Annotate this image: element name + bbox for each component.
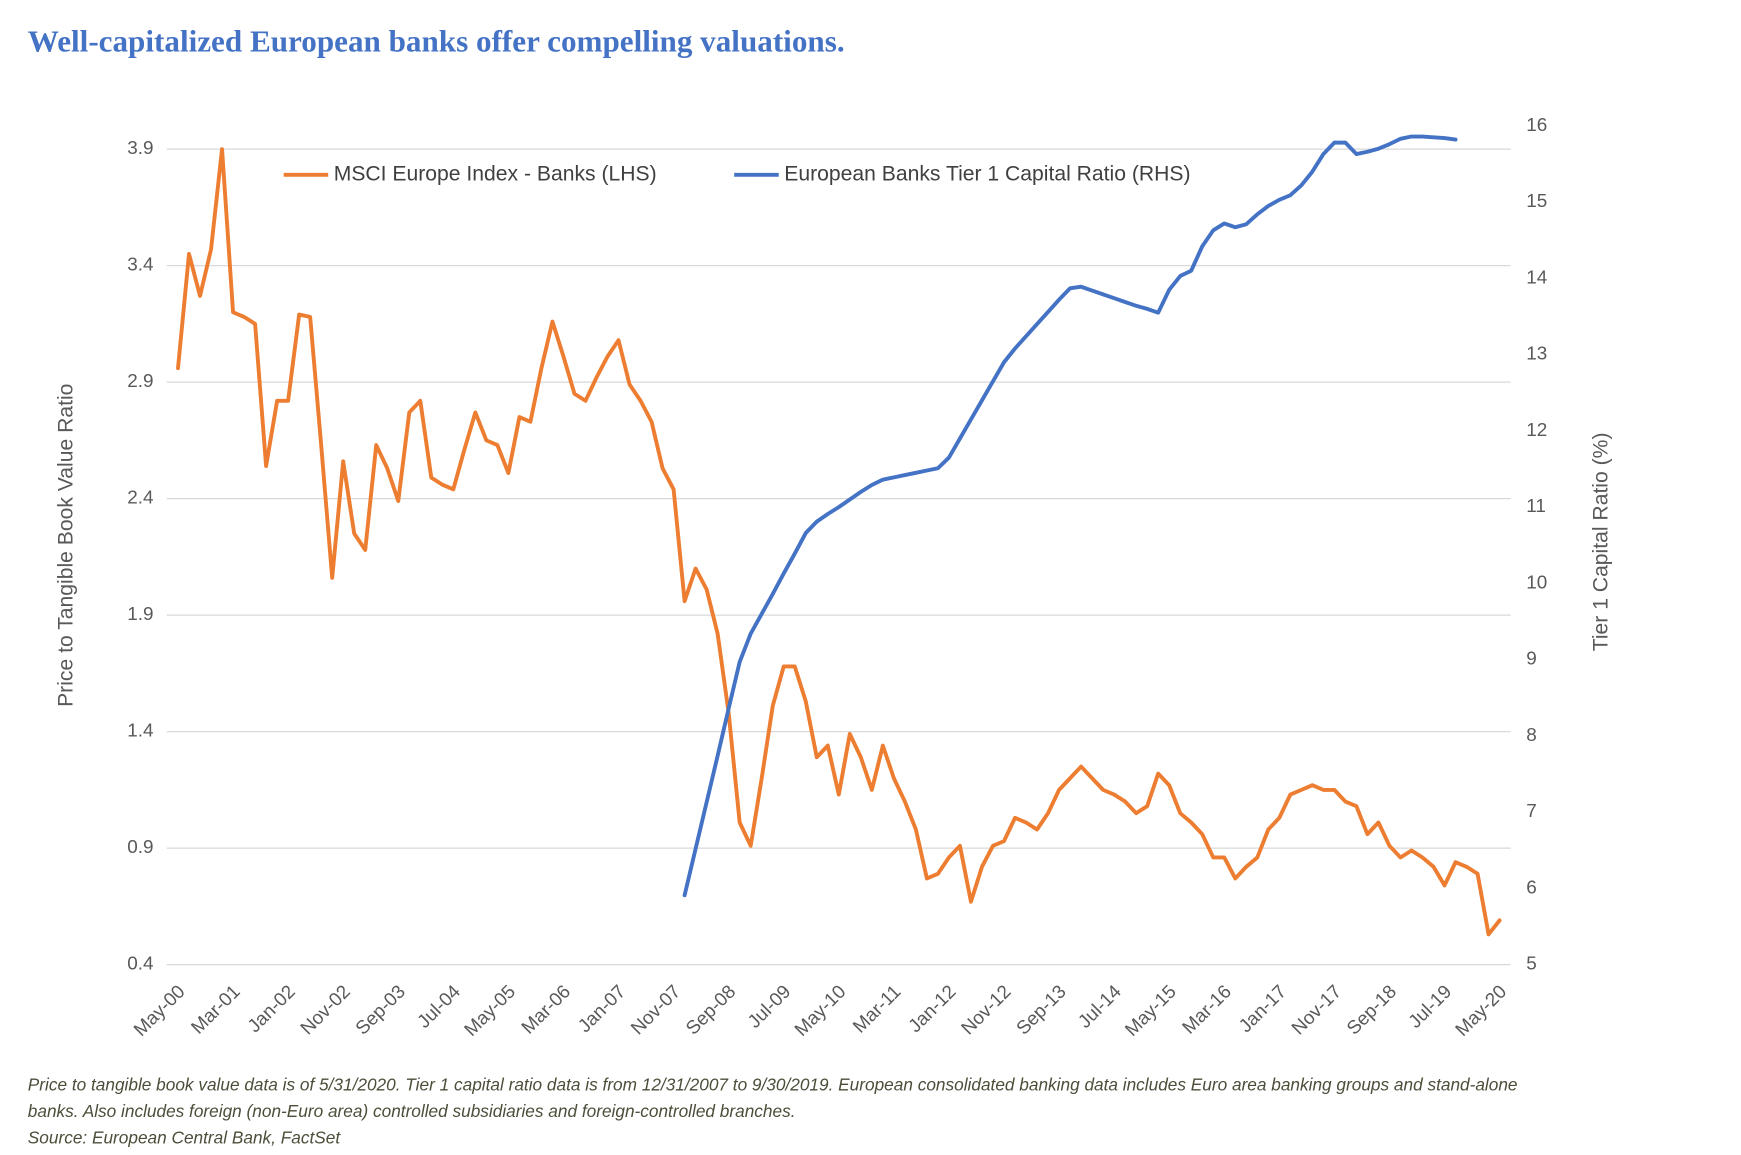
y-tick-label: 3.9 bbox=[127, 138, 153, 159]
x-tick-label: Mar-01 bbox=[187, 981, 244, 1038]
y2-tick-label: 9 bbox=[1526, 649, 1537, 670]
y-tick-label: 3.4 bbox=[127, 255, 153, 276]
y-tick-label: 1.4 bbox=[127, 721, 153, 742]
x-tick-label: Nov-17 bbox=[1288, 981, 1346, 1039]
data-line bbox=[176, 147, 1502, 937]
x-tick-label: Mar-16 bbox=[1179, 981, 1236, 1038]
y2-tick-label: 11 bbox=[1526, 496, 1546, 517]
y2-tick-label: 7 bbox=[1526, 801, 1537, 822]
x-tick-label: May-00 bbox=[130, 981, 189, 1040]
legend-label: MSCI Europe Index - Banks (LHS) bbox=[334, 162, 657, 185]
y2-tick-label: 13 bbox=[1526, 344, 1547, 365]
footnote: Price to tangible book value data is of … bbox=[28, 1074, 1518, 1094]
y-axis-title: Price to Tangible Book Value Ratio bbox=[54, 384, 77, 707]
y2-axis-title: Tier 1 Capital Ratio (%) bbox=[1590, 433, 1613, 652]
y-tick-label: 1.9 bbox=[127, 604, 153, 625]
x-tick-label: Jul-04 bbox=[414, 981, 465, 1032]
data-line bbox=[682, 134, 1458, 898]
x-tick-label: Jul-14 bbox=[1074, 981, 1125, 1032]
chart-title: Well-capitalized European banks offer co… bbox=[28, 23, 845, 58]
y2-tick-label: 12 bbox=[1526, 420, 1547, 441]
x-tick-label: Sep-08 bbox=[682, 981, 740, 1039]
x-tick-label: Nov-02 bbox=[297, 981, 355, 1039]
legend-label: European Banks Tier 1 Capital Ratio (RHS… bbox=[784, 162, 1190, 185]
footnote: Source: European Central Bank, FactSet bbox=[28, 1128, 342, 1148]
y-tick-label: 0.9 bbox=[127, 837, 153, 858]
x-tick-label: Jan-12 bbox=[905, 981, 961, 1037]
x-tick-label: Jul-09 bbox=[744, 981, 795, 1032]
y-tick-label: 2.4 bbox=[127, 488, 153, 509]
y2-tick-label: 16 bbox=[1526, 115, 1547, 136]
x-tick-label: Nov-12 bbox=[958, 981, 1016, 1039]
y2-tick-label: 6 bbox=[1526, 877, 1537, 898]
x-tick-label: Sep-18 bbox=[1343, 981, 1401, 1039]
x-tick-label: Jan-07 bbox=[574, 981, 630, 1037]
x-tick-label: May-20 bbox=[1452, 981, 1511, 1040]
y-tick-label: 2.9 bbox=[127, 371, 153, 392]
footnote: banks. Also includes foreign (non-Euro a… bbox=[28, 1101, 796, 1121]
x-tick-label: Mar-11 bbox=[849, 981, 905, 1037]
y2-tick-label: 10 bbox=[1526, 572, 1547, 593]
y-tick-label: 0.4 bbox=[127, 954, 153, 975]
x-tick-label: May-10 bbox=[791, 981, 850, 1040]
x-tick-label: May-15 bbox=[1121, 981, 1180, 1040]
y2-tick-label: 14 bbox=[1526, 267, 1547, 288]
x-tick-label: Mar-06 bbox=[518, 981, 575, 1038]
y2-tick-label: 5 bbox=[1526, 954, 1537, 975]
x-tick-label: Sep-03 bbox=[352, 981, 410, 1039]
x-tick-label: Jul-19 bbox=[1405, 981, 1456, 1032]
y2-tick-label: 15 bbox=[1526, 191, 1547, 212]
y2-tick-label: 8 bbox=[1526, 725, 1537, 746]
x-tick-label: Jan-17 bbox=[1235, 981, 1291, 1037]
x-tick-label: May-05 bbox=[461, 981, 520, 1040]
x-tick-label: Sep-13 bbox=[1013, 981, 1071, 1039]
x-tick-label: Jan-02 bbox=[244, 981, 300, 1037]
x-tick-label: Nov-07 bbox=[627, 981, 685, 1039]
